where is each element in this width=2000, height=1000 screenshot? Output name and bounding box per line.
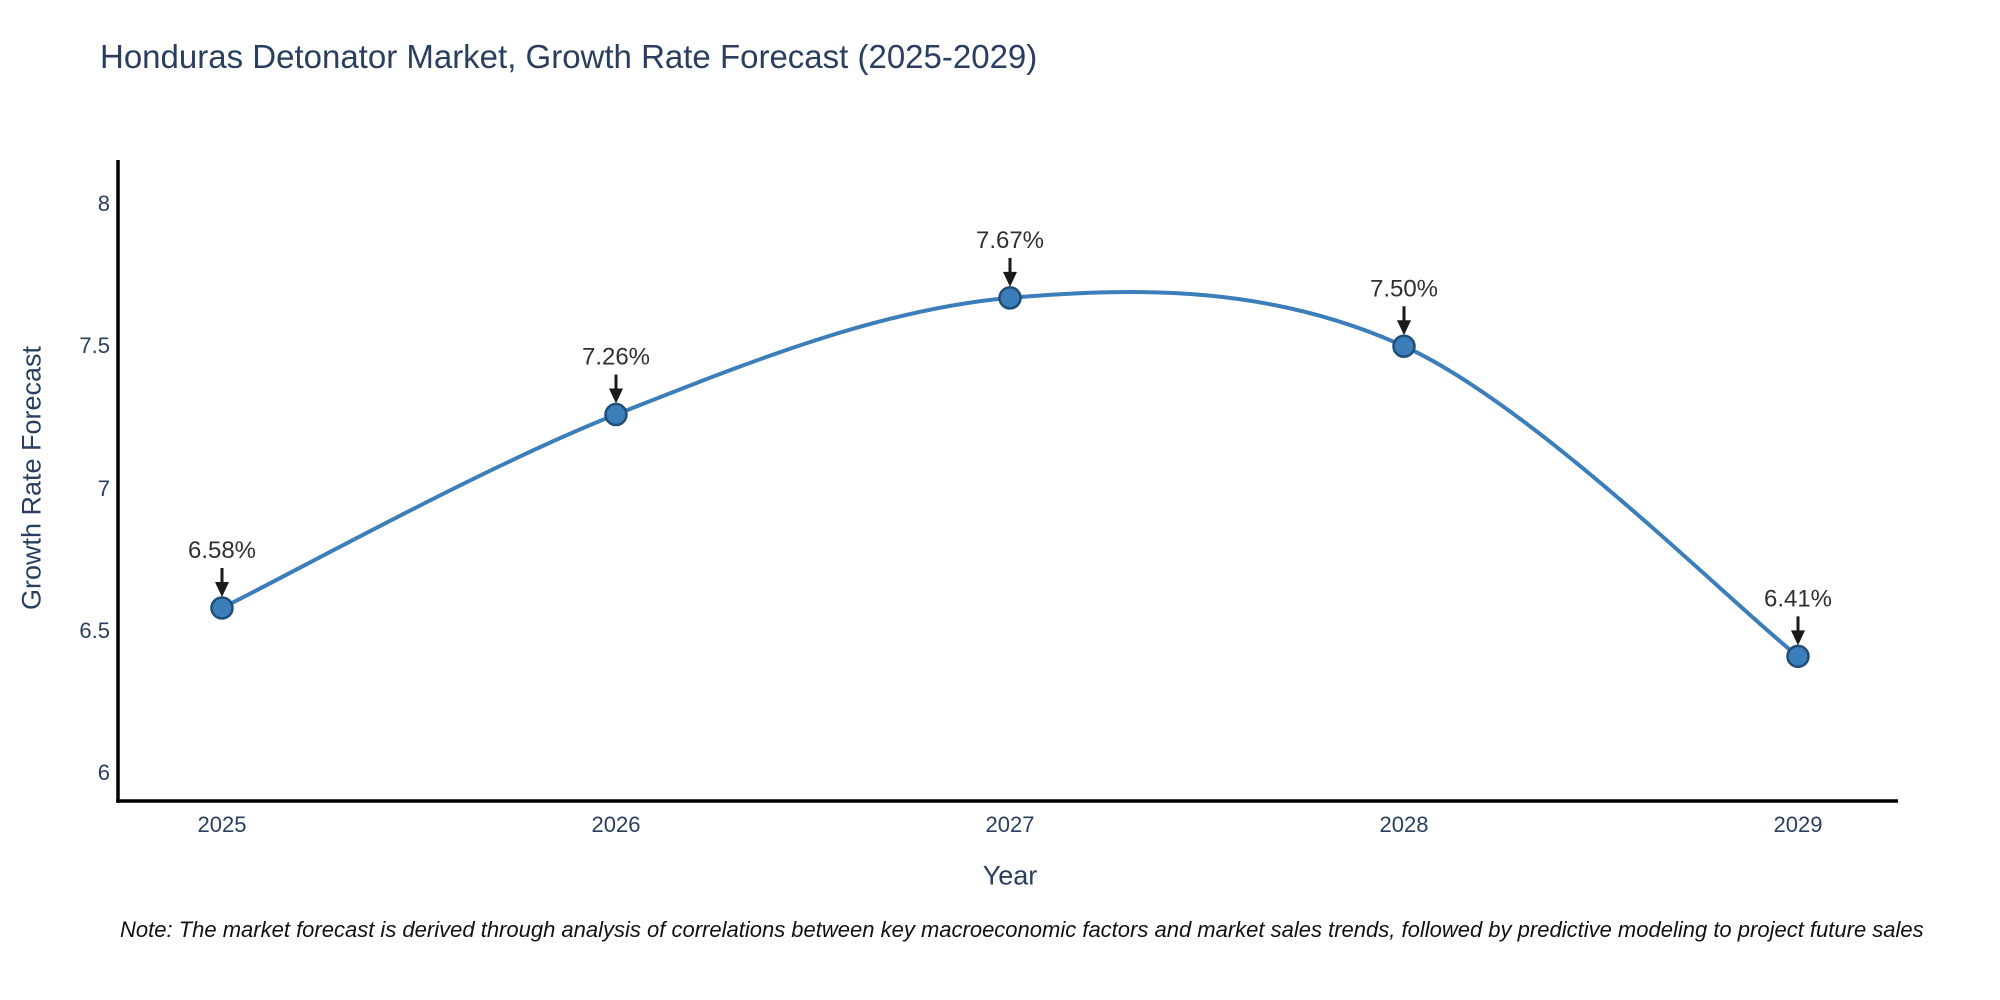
data-point-marker (210, 596, 234, 620)
x-tick-label: 2025 (197, 812, 247, 837)
annotation-arrowhead (1791, 630, 1805, 646)
data-point-marker (604, 402, 628, 427)
data-point-marker (1392, 334, 1416, 358)
x-axis-title: Year (982, 860, 1038, 891)
x-tick-label: 2029 (1773, 812, 1823, 837)
annotation-arrowhead (1003, 271, 1017, 287)
data-point-label: 6.58% (188, 537, 256, 564)
data-point-marker (998, 286, 1022, 310)
data-point-label: 7.26% (582, 344, 650, 371)
y-tick-label: 7.5 (79, 333, 110, 359)
y-tick-label: 8 (97, 191, 110, 216)
x-tick-label: 2026 (591, 812, 641, 837)
y-tick-label: 7 (97, 475, 110, 501)
data-point-label: 6.41% (1764, 585, 1832, 612)
chart-title: Honduras Detonator Market, Growth Rate F… (100, 38, 1038, 75)
annotation-arrowhead (1397, 320, 1411, 336)
annotation-arrowhead (215, 581, 229, 597)
y-tick-label: 6 (97, 760, 110, 785)
x-tick-label: 2027 (985, 812, 1035, 837)
footnote: Note: The market forecast is derived thr… (120, 917, 1924, 942)
y-tick-label: 6.5 (79, 617, 110, 643)
data-point-marker (1786, 644, 1810, 669)
data-point-label: 7.67% (976, 227, 1044, 254)
forecast-line (220, 290, 1800, 659)
data-point-label: 7.50% (1370, 275, 1438, 302)
x-tick-label: 2028 (1379, 812, 1429, 837)
annotation-arrowhead (609, 388, 623, 404)
